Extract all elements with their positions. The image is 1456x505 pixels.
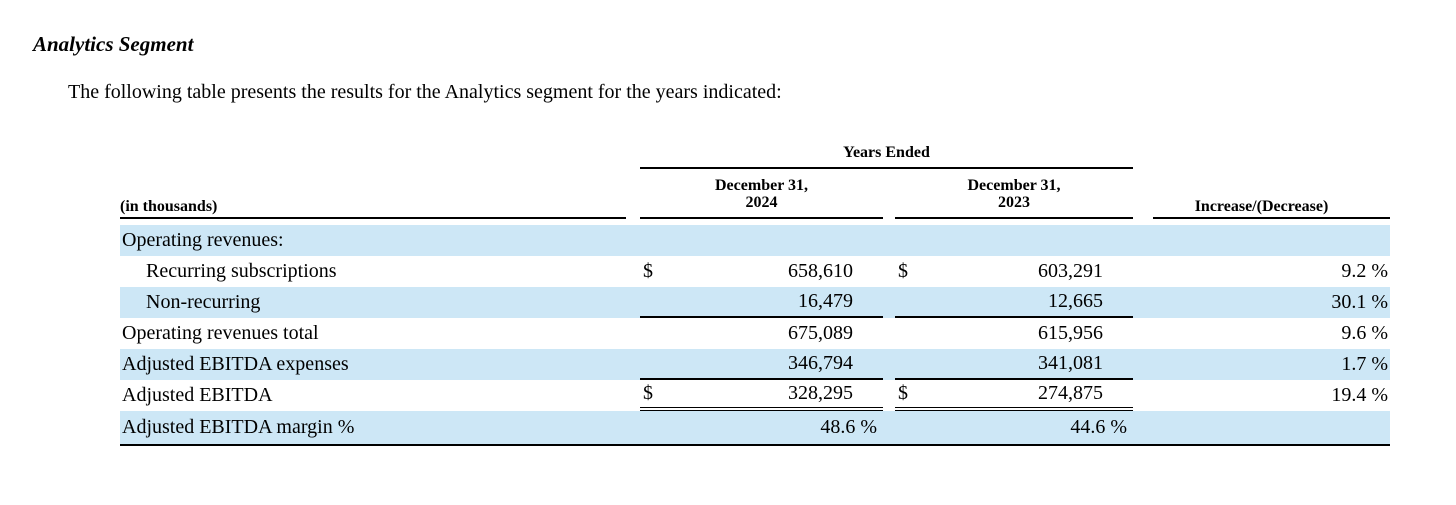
currency-symbol: $ <box>643 260 653 282</box>
value-cell-2024: 48.6 % <box>640 411 883 444</box>
column-gap <box>883 225 895 256</box>
column-header-2023-line2: 2023 <box>998 194 1030 211</box>
value-cell-2024: $ 328,295 <box>640 380 883 411</box>
value-2023: 274,875 <box>1038 382 1103 404</box>
value-cell-2024: $ 658,610 <box>640 256 883 287</box>
pct-change: 30.1 % <box>1331 291 1388 313</box>
value-cell-2023: 12,665 <box>895 287 1133 318</box>
pct-change: 9.6 % <box>1341 322 1388 344</box>
column-gap <box>883 411 895 444</box>
in-thousands-header: (in thousands) <box>120 198 640 219</box>
column-header-2024-line1: December 31, <box>715 177 808 194</box>
table-column-header-row: (in thousands) December 31, 2024 Decembe… <box>120 177 1390 219</box>
value-2024: 16,479 <box>798 290 853 312</box>
value-cell-2023: 44.6 % <box>895 411 1133 444</box>
table-row: Operating revenues: <box>120 225 1390 256</box>
pct-change <box>1133 225 1390 256</box>
row-label: Recurring subscriptions <box>146 260 337 282</box>
table-row: Recurring subscriptions $ 658,610 $ 603,… <box>120 256 1390 287</box>
column-header-2024: December 31, 2024 <box>640 177 883 219</box>
increase-decrease-header: Increase/(Decrease) <box>1133 198 1390 219</box>
pct-change: 1.7 % <box>1341 353 1388 375</box>
years-ended-header: Years Ended <box>640 144 1133 169</box>
column-header-2023-line1: December 31, <box>967 177 1061 194</box>
column-gap <box>883 287 895 318</box>
column-header-2024-line2: 2024 <box>745 194 778 211</box>
column-gap <box>883 256 895 287</box>
value-2024: 48.6 % <box>820 416 877 438</box>
currency-symbol: $ <box>643 382 653 404</box>
value-cell-2023: 615,956 <box>895 318 1133 349</box>
column-header-2023: December 31, 2023 <box>895 177 1133 219</box>
column-gap <box>883 318 895 349</box>
table-row: Operating revenues total 675,089 615,956… <box>120 318 1390 349</box>
document-page: Analytics Segment The following table pr… <box>0 32 1456 505</box>
pct-change: 19.4 % <box>1331 384 1388 406</box>
table-row: Non-recurring 16,479 12,665 30.1 % <box>120 287 1390 318</box>
value-2024: 675,089 <box>788 322 853 344</box>
value-cell-2023 <box>895 225 1133 256</box>
intro-paragraph: The following table presents the results… <box>68 81 782 103</box>
currency-symbol: $ <box>898 260 908 282</box>
table-header-group-row: Years Ended <box>120 144 1390 169</box>
row-label: Operating revenues: <box>122 229 284 251</box>
table-body: Operating revenues: Recurring subscripti… <box>120 225 1390 446</box>
row-label: Adjusted EBITDA margin % <box>122 416 355 438</box>
value-cell-2024: 675,089 <box>640 318 883 349</box>
value-cell-2024: 346,794 <box>640 349 883 380</box>
analytics-results-table: Years Ended (in thousands) December 31, … <box>120 144 1390 446</box>
table-row: Adjusted EBITDA margin % 48.6 % 44.6 % <box>120 411 1390 444</box>
value-cell-2024 <box>640 225 883 256</box>
pct-change: 9.2 % <box>1341 260 1388 282</box>
value-2023: 603,291 <box>1038 260 1103 282</box>
value-cell-2023: $ 274,875 <box>895 380 1133 411</box>
section-heading: Analytics Segment <box>33 32 194 56</box>
value-2023: 44.6 % <box>1070 416 1127 438</box>
row-label: Operating revenues total <box>122 322 319 344</box>
pct-change <box>1133 411 1390 444</box>
row-label: Adjusted EBITDA expenses <box>122 353 349 375</box>
value-cell-2023: 341,081 <box>895 349 1133 380</box>
header-spacer <box>1133 144 1390 169</box>
value-cell-2024: 16,479 <box>640 287 883 318</box>
value-2023: 12,665 <box>1048 290 1103 312</box>
value-2024: 658,610 <box>788 260 853 282</box>
table-row: Adjusted EBITDA expenses 346,794 341,081… <box>120 349 1390 380</box>
column-gap <box>883 349 895 380</box>
row-label: Adjusted EBITDA <box>122 384 273 406</box>
row-label: Non-recurring <box>146 291 261 313</box>
value-2023: 341,081 <box>1038 352 1103 374</box>
value-2023: 615,956 <box>1038 322 1103 344</box>
value-2024: 328,295 <box>788 382 853 404</box>
column-gap <box>883 380 895 411</box>
table-row: Adjusted EBITDA $ 328,295 $ 274,875 19.4… <box>120 380 1390 411</box>
header-spacer <box>120 144 640 169</box>
currency-symbol: $ <box>898 382 908 404</box>
value-2024: 346,794 <box>788 352 853 374</box>
value-cell-2023: $ 603,291 <box>895 256 1133 287</box>
